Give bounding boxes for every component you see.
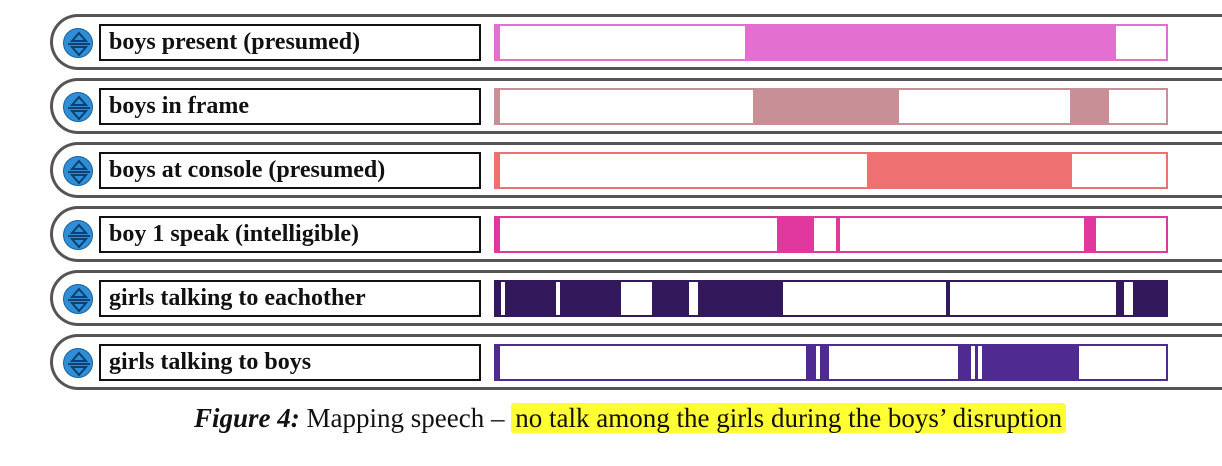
annotation-segment[interactable] [1132, 282, 1166, 315]
event-marker [978, 346, 983, 379]
annotation-segment[interactable] [752, 90, 900, 123]
event-marker [946, 282, 951, 315]
track-timeline[interactable] [494, 280, 1168, 317]
annotation-segment[interactable] [496, 282, 556, 315]
track-timeline[interactable] [494, 216, 1168, 253]
track-timeline[interactable] [494, 88, 1168, 125]
track-row: girls talking to boys [50, 334, 1222, 390]
expand-collapse-arrows-icon[interactable] [63, 284, 93, 314]
annotation-segment[interactable] [1069, 90, 1110, 123]
expand-collapse-arrows-icon[interactable] [63, 28, 93, 58]
event-marker [816, 346, 821, 379]
track-label: boy 1 speak (intelligible) [99, 216, 481, 253]
expand-collapse-arrows-icon[interactable] [63, 156, 93, 186]
annotation-segment[interactable] [1115, 282, 1124, 315]
track-label: girls talking to boys [99, 344, 481, 381]
expand-collapse-arrows-icon[interactable] [63, 220, 93, 250]
track-row: boys present (presumed) [50, 14, 1222, 70]
track-label: boys present (presumed) [99, 24, 481, 61]
track-row: boys in frame [50, 78, 1222, 134]
event-marker [501, 282, 506, 315]
timeline-start-marker [496, 346, 500, 379]
annotation-segment[interactable] [697, 282, 784, 315]
track-label: boys at console (presumed) [99, 152, 481, 189]
event-marker [836, 218, 841, 251]
track-timeline[interactable] [494, 24, 1168, 61]
figure-caption: Figure 4: Mapping speech – no talk among… [194, 403, 1067, 434]
annotation-segment[interactable] [559, 282, 622, 315]
track-row: girls talking to eachother [50, 270, 1222, 326]
timeline-start-marker [496, 218, 500, 251]
annotation-segment[interactable] [745, 26, 1116, 59]
timeline-start-marker [496, 154, 500, 187]
track-row: boy 1 speak (intelligible) [50, 206, 1222, 262]
timeline-start-marker [496, 26, 500, 59]
track-row: boys at console (presumed) [50, 142, 1222, 198]
timeline-start-marker [496, 90, 500, 123]
annotation-segment[interactable] [776, 218, 815, 251]
track-timeline[interactable] [494, 344, 1168, 381]
annotation-segment[interactable] [652, 282, 689, 315]
annotation-segment[interactable] [1084, 218, 1097, 251]
expand-collapse-arrows-icon[interactable] [63, 92, 93, 122]
annotation-segment[interactable] [866, 154, 1073, 187]
event-marker [971, 346, 976, 379]
track-timeline[interactable] [494, 152, 1168, 189]
annotation-segment[interactable] [958, 346, 1079, 379]
track-label: boys in frame [99, 88, 481, 125]
figure-label: Figure 4: [194, 403, 300, 433]
track-label: girls talking to eachother [99, 280, 481, 317]
caption-text: Mapping speech – [299, 403, 512, 433]
caption-highlight: no talk among the girls during the boys’… [511, 403, 1067, 433]
expand-collapse-arrows-icon[interactable] [63, 348, 93, 378]
